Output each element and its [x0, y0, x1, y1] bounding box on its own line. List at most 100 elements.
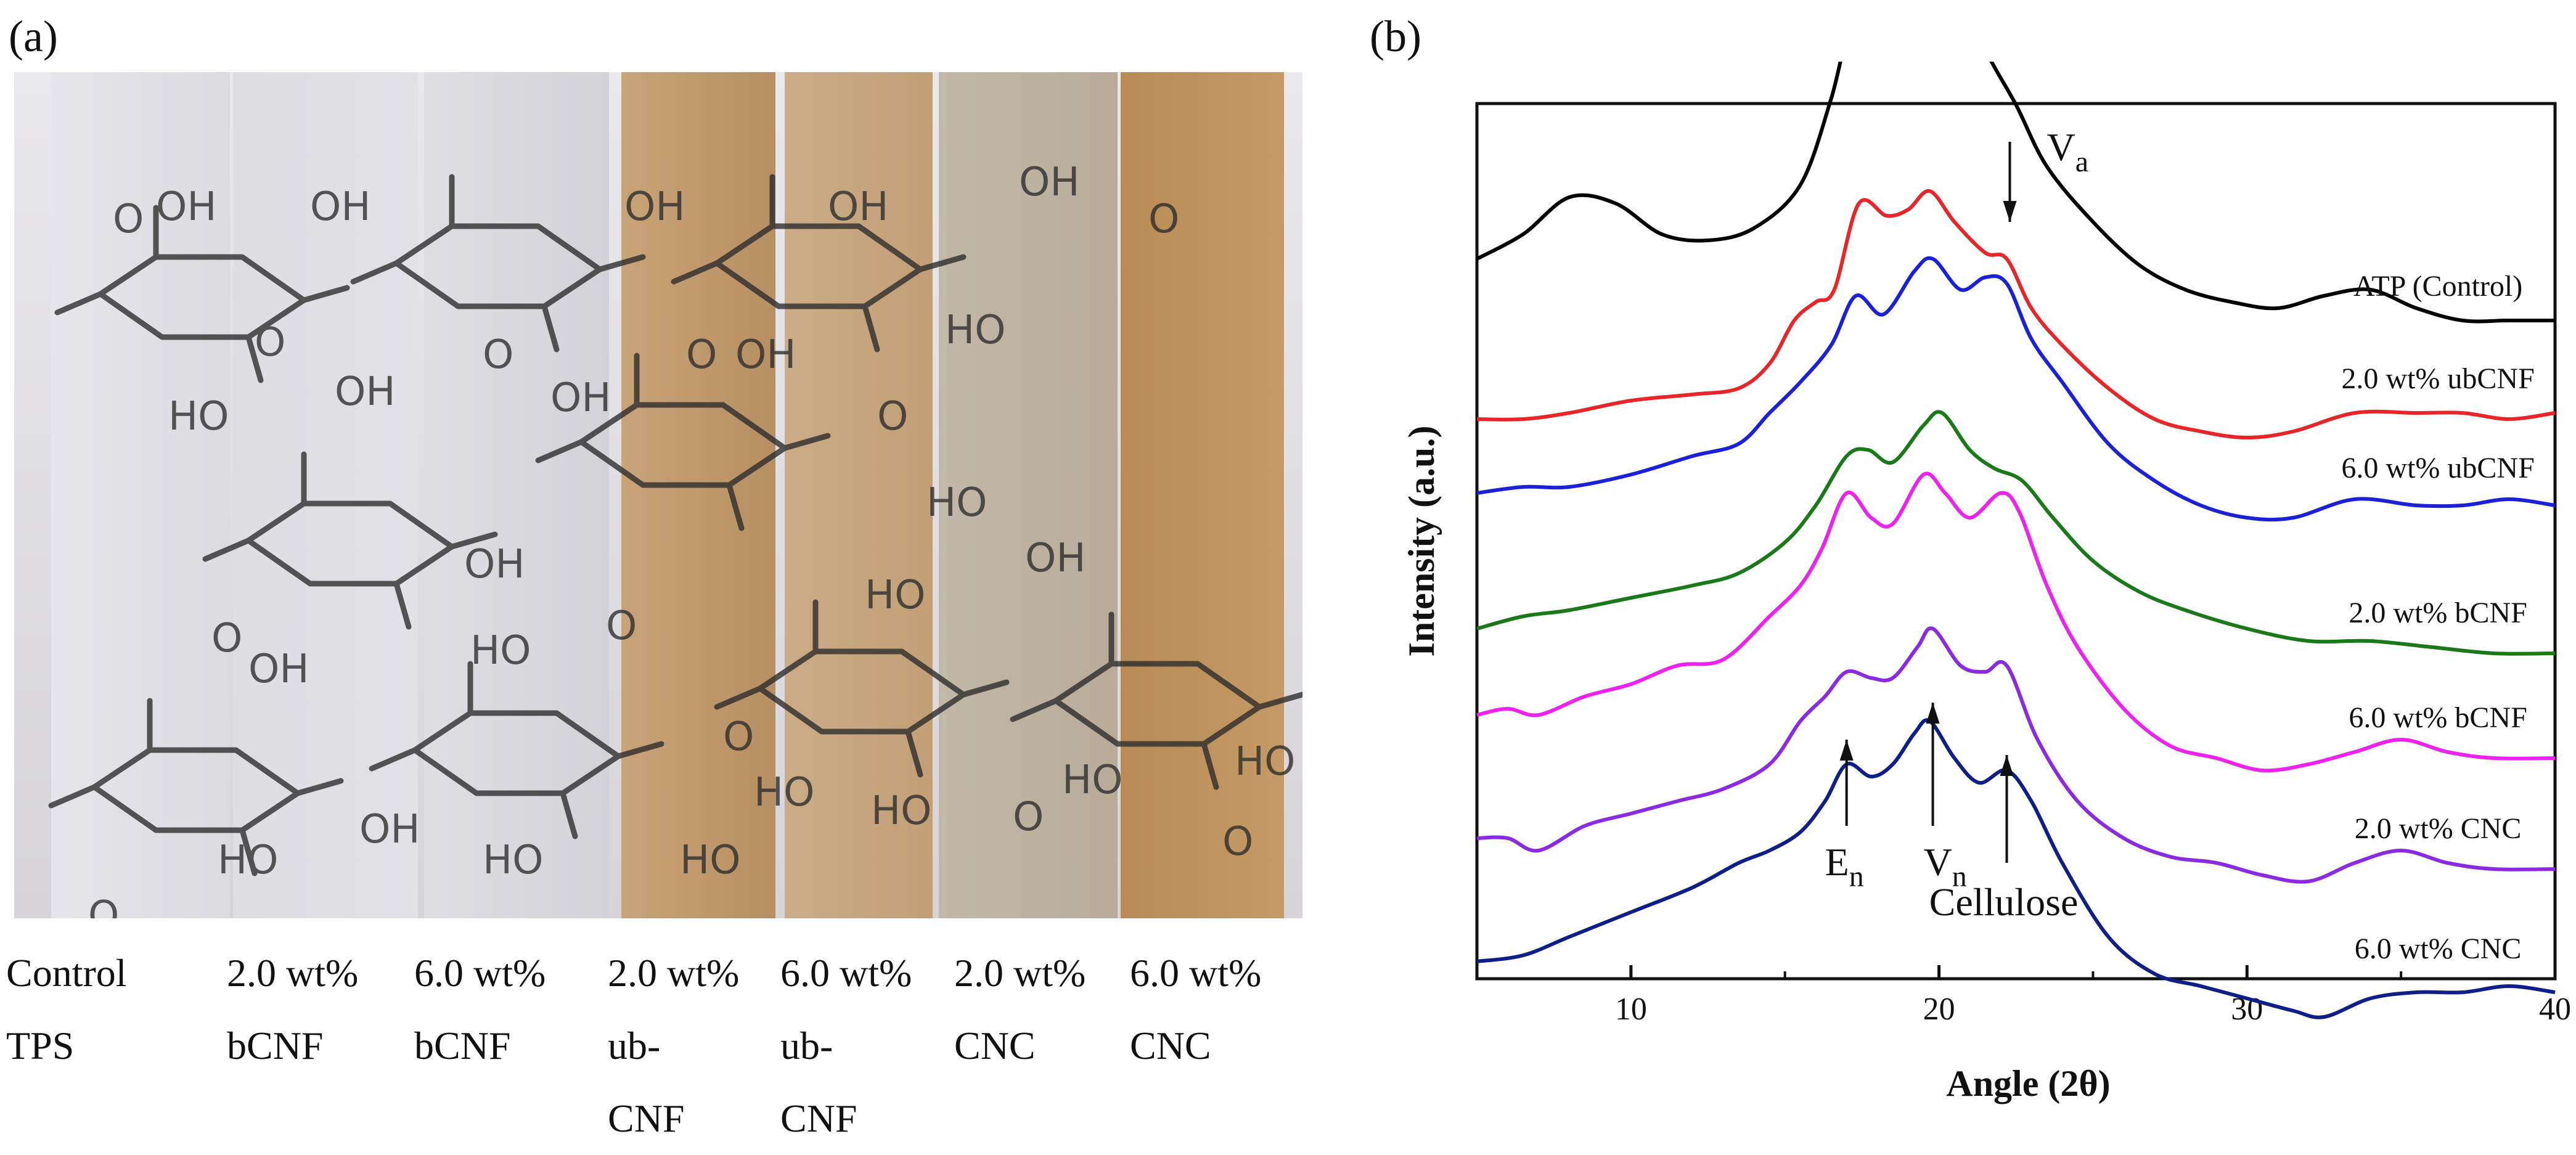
panel-a-label: (a): [9, 12, 58, 61]
bond: [597, 254, 646, 272]
atom-label: HO: [754, 770, 815, 815]
bond: [245, 334, 264, 383]
film-strip-2ubcnf: [621, 72, 775, 918]
atom-label: OH: [335, 369, 396, 415]
caption-column: 2.0 wt% bCNF: [227, 937, 358, 1082]
film-strip-6ubcnf: [785, 72, 933, 918]
x-tick-label: 10: [1615, 992, 1647, 1027]
film-strip-6cnc: [1121, 72, 1284, 918]
series-label: 6.0 wt% ubCNF: [2341, 452, 2534, 484]
film-strips-photo: OH OH OH OH OH OH HO OH OH HO OH HO HO OH OH HO HO OH HO HO…: [14, 72, 1302, 918]
caption-column: 6.0 wt% bCNF: [414, 937, 546, 1082]
atom-label: O: [723, 714, 754, 760]
caption-line: TPS: [6, 1024, 75, 1067]
bond: [54, 291, 104, 316]
atom-label: OH: [550, 375, 611, 421]
caption-column: 6.0 wt% ub- CNF: [780, 937, 912, 1155]
annotation-label: Vn: [1924, 840, 1967, 893]
series-line: [1476, 256, 2556, 522]
annotation-label: Va: [2047, 125, 2089, 178]
bond: [449, 531, 498, 550]
atom-label: HO: [945, 308, 1006, 353]
atom-label: OH: [828, 184, 889, 230]
series-label: 2.0 wt% ubCNF: [2341, 362, 2534, 395]
caption-line: CNC: [954, 1024, 1036, 1067]
caption-line: ub-: [780, 1024, 833, 1067]
caption-line: 2.0 wt%: [954, 951, 1086, 995]
y-axis-title: Intensity (a.u.): [1401, 425, 1442, 656]
bond: [295, 778, 344, 796]
glucose-ring: [578, 402, 788, 488]
bond: [782, 433, 831, 451]
x-tick-label: 20: [1923, 992, 1955, 1027]
series-label: 6.0 wt% CNC: [2355, 933, 2522, 965]
atom-label: HO: [1235, 739, 1296, 785]
film-strip-control: [51, 72, 230, 918]
glucose-ring: [757, 648, 967, 735]
x-axis-title: Angle (2θ): [1946, 1063, 2110, 1104]
atom-label: OH: [1019, 160, 1080, 205]
atom-label: O: [686, 332, 717, 378]
annotation-arrowhead: [2000, 755, 2014, 776]
series-line: [1476, 189, 2556, 440]
glucose-ring: [393, 223, 603, 309]
bond: [239, 827, 258, 876]
annotation-arrowhead: [1926, 703, 1940, 724]
cellulose-structure-overlay: OH OH OH OH OH OH HO OH OH HO OH HO HO OH OH HO HO OH HO HO…: [48, 160, 1302, 918]
bond: [726, 482, 745, 531]
bond: [862, 303, 880, 353]
bond: [560, 790, 578, 839]
series-line: [1476, 471, 2556, 773]
atom-label: OH: [464, 542, 525, 587]
atom-label: O: [255, 320, 285, 365]
bond: [615, 741, 664, 759]
bond: [1201, 741, 1219, 790]
atom-label: O: [877, 394, 908, 439]
caption-line: bCNF: [414, 1024, 511, 1067]
annotation-label: Cellulose: [1929, 880, 2079, 924]
bond: [714, 685, 763, 710]
x-tick-label: 40: [2539, 992, 2571, 1027]
atom-label: OH: [310, 184, 371, 230]
caption-line: ub-: [608, 1024, 661, 1067]
caption-line: CNC: [1130, 1024, 1211, 1067]
bond: [535, 439, 584, 463]
caption-column: 6.0 wt% CNC: [1130, 937, 1261, 1082]
series-label: 6.0 wt% bCNF: [2349, 701, 2527, 734]
caption-line: 6.0 wt%: [1130, 951, 1262, 995]
caption-column: 2.0 wt% CNC: [954, 937, 1086, 1082]
bond: [202, 537, 251, 562]
bond: [48, 784, 97, 809]
glucose-ring: [714, 223, 923, 309]
atom-label: HO: [680, 838, 741, 883]
bond: [960, 679, 1010, 698]
caption-line: CNF: [608, 1096, 685, 1140]
series-line: [1476, 718, 2556, 1019]
panel-b-label: (b): [1370, 12, 1421, 61]
bond: [1256, 692, 1302, 710]
bond: [541, 303, 560, 353]
atom-label: HO: [168, 394, 229, 439]
caption-line: 6.0 wt%: [780, 951, 912, 995]
atom-label: OH: [624, 184, 685, 230]
bond: [905, 729, 923, 778]
glucose-ring: [412, 710, 621, 796]
series-line: [1476, 626, 2556, 884]
atom-label: HO: [470, 628, 531, 674]
atom-label: HO: [483, 838, 544, 883]
plot-frame: [1475, 102, 2557, 981]
series-label: 2.0 wt% bCNF: [2349, 597, 2527, 629]
atom-label: HO: [865, 573, 926, 618]
atom-label: OH: [156, 184, 217, 230]
atom-label: O: [113, 197, 144, 242]
caption-column: 2.0 wt% ub- CNF: [608, 937, 739, 1155]
glucose-ring: [245, 500, 455, 587]
glucose-ring: [1053, 661, 1262, 747]
caption-line: 2.0 wt%: [608, 951, 740, 995]
atom-label: OH: [359, 807, 420, 852]
annotation-arrowhead: [1839, 740, 1854, 761]
atom-label: OH: [1025, 536, 1086, 581]
caption-line: 6.0 wt%: [414, 951, 546, 995]
caption-line: Control: [6, 951, 127, 995]
